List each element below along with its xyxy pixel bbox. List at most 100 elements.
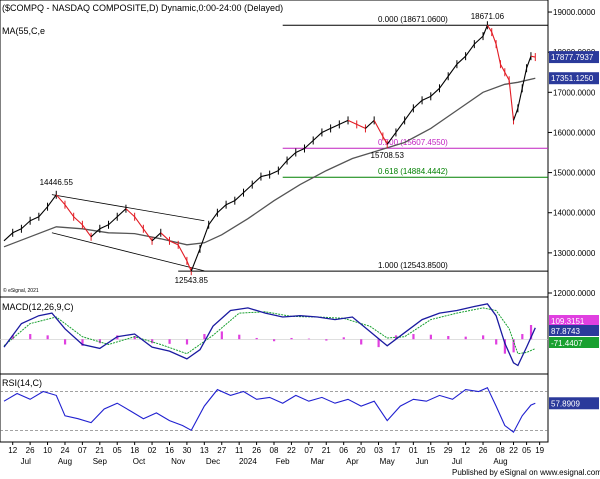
x-tick-label: 12 bbox=[8, 446, 17, 455]
price-segment bbox=[508, 80, 515, 121]
price-annotation: 15708.53 bbox=[371, 151, 405, 160]
price-segment bbox=[512, 108, 519, 121]
price-segment bbox=[116, 208, 127, 218]
x-tick-label: 20 bbox=[357, 446, 366, 455]
y-tick-label: 16000.0000 bbox=[553, 128, 596, 137]
x-tick-label: 02 bbox=[148, 446, 157, 455]
x-month-label: Dec bbox=[206, 457, 220, 466]
macd-hist-bar bbox=[447, 336, 450, 340]
x-month-label: May bbox=[380, 457, 395, 466]
macd-badge bbox=[549, 337, 599, 348]
price-segment bbox=[64, 204, 75, 218]
price-segment bbox=[521, 68, 528, 89]
macd-hist-bar bbox=[360, 339, 363, 345]
price-segment bbox=[465, 43, 475, 57]
x-tick-label: 21 bbox=[322, 446, 331, 455]
x-month-label: Aug bbox=[493, 457, 507, 466]
price-segment bbox=[234, 192, 244, 202]
price-segment bbox=[495, 44, 501, 65]
price-segment bbox=[142, 228, 153, 242]
price-annotation: 14446.55 bbox=[40, 178, 74, 187]
x-tick-label: 19 bbox=[535, 446, 544, 455]
x-month-label: Apr bbox=[346, 457, 359, 466]
price-segment bbox=[447, 63, 458, 77]
fib-label-0500: 0.500 (15607.4550) bbox=[378, 138, 448, 147]
price-segment bbox=[339, 119, 349, 125]
x-tick-label: 08 bbox=[270, 446, 279, 455]
x-tick-label: 07 bbox=[304, 446, 313, 455]
price-segment bbox=[81, 224, 92, 238]
price-segment bbox=[412, 99, 423, 109]
price-segment bbox=[151, 232, 162, 242]
macd-hist-bar bbox=[529, 325, 533, 340]
price-badge bbox=[549, 51, 599, 64]
price-segment bbox=[73, 216, 83, 226]
x-tick-label: 29 bbox=[444, 446, 453, 455]
macd-hist-bar bbox=[151, 339, 154, 344]
x-month-label: Nov bbox=[171, 457, 185, 466]
price-segment bbox=[99, 224, 109, 230]
price-segment bbox=[186, 260, 192, 272]
x-month-label: Mar bbox=[311, 457, 325, 466]
channel-lower-line bbox=[51, 232, 205, 272]
macd-badge bbox=[549, 315, 599, 326]
watermark: © eSignal, 2021 bbox=[3, 287, 39, 294]
x-tick-label: 05 bbox=[522, 446, 531, 455]
price-segment bbox=[90, 228, 101, 238]
price-segment bbox=[473, 35, 484, 45]
price-segment bbox=[243, 184, 253, 194]
x-tick-label: 30 bbox=[182, 446, 191, 455]
x-tick-label: 16 bbox=[165, 446, 174, 455]
price-segment bbox=[365, 119, 375, 129]
macd-hist-bar bbox=[495, 339, 498, 345]
macd-badge-label: 109.3151 bbox=[551, 317, 585, 326]
price-segment bbox=[160, 232, 170, 242]
macd-hist-bar bbox=[521, 334, 524, 340]
price-segment bbox=[55, 194, 66, 206]
x-month-label: Jul bbox=[21, 457, 31, 466]
price-segment bbox=[504, 71, 510, 81]
macd-hist-bar bbox=[29, 334, 32, 340]
x-month-label: Oct bbox=[133, 457, 146, 466]
macd-hist-bar bbox=[133, 336, 136, 340]
price-segment bbox=[356, 123, 366, 129]
macd-hist-bar bbox=[464, 336, 467, 340]
x-month-label: Jul bbox=[452, 457, 462, 466]
price-segment bbox=[251, 176, 262, 186]
footer-text: Published by eSignal on www.esignal.com bbox=[452, 468, 600, 477]
macd-hist-bar bbox=[203, 334, 206, 340]
price-segment bbox=[430, 87, 440, 97]
price-badge-label: 17877.7937 bbox=[551, 53, 594, 62]
macd-hist-bar bbox=[168, 339, 171, 344]
price-segment bbox=[29, 216, 40, 222]
price-segment bbox=[530, 55, 536, 58]
price-segment bbox=[526, 55, 532, 69]
x-tick-label: 26 bbox=[479, 446, 488, 455]
price-segment bbox=[208, 212, 218, 226]
macd-hist-bar bbox=[11, 335, 14, 340]
y-tick-label: 13000.0000 bbox=[553, 249, 596, 258]
macd-hist-bar bbox=[512, 339, 515, 353]
price-panel-title: ($COMPQ - NASDAQ COMPOSITE,D) Dynamic,0:… bbox=[2, 3, 283, 13]
price-segment bbox=[125, 208, 136, 218]
price-segment bbox=[482, 25, 488, 37]
macd-hist-bar bbox=[307, 338, 311, 340]
price-segment bbox=[286, 152, 297, 161]
x-tick-label: 12 bbox=[461, 446, 470, 455]
macd-badge bbox=[549, 325, 599, 336]
macd-hist-bar bbox=[63, 339, 67, 345]
macd-line bbox=[3, 303, 536, 367]
price-segment bbox=[491, 31, 497, 45]
x-tick-label: 07 bbox=[78, 446, 87, 455]
x-month-label: Feb bbox=[276, 457, 290, 466]
price-segment bbox=[21, 220, 31, 230]
price-segment bbox=[499, 63, 506, 73]
price-segment bbox=[12, 228, 22, 234]
x-month-label: Sep bbox=[93, 457, 108, 466]
price-segment bbox=[404, 108, 414, 121]
price-segment bbox=[347, 119, 357, 125]
rsi-line bbox=[3, 386, 536, 434]
price-segment bbox=[386, 132, 397, 145]
price-segment bbox=[277, 160, 288, 171]
